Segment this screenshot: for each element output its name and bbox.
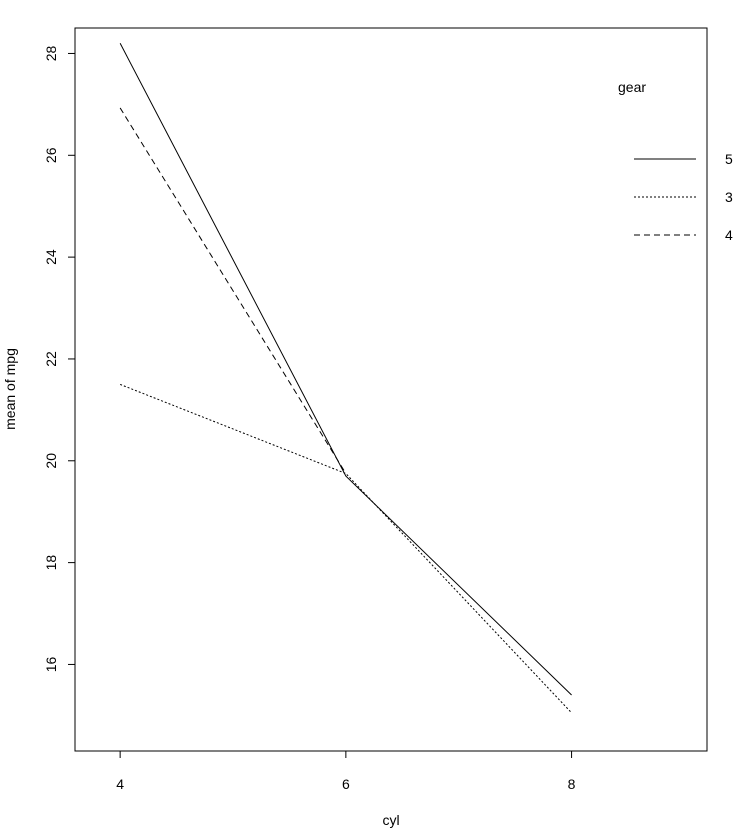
y-tick-label: 26 xyxy=(43,147,59,163)
y-tick-label: 24 xyxy=(43,249,59,265)
legend-label-gear-4: 4 xyxy=(725,227,733,243)
series-lines xyxy=(119,43,572,714)
x-tick-label: 8 xyxy=(568,776,576,792)
series-line-gear-5 xyxy=(119,43,572,696)
legend: gear 5 3 4 xyxy=(618,79,733,243)
y-tick-label: 18 xyxy=(43,555,59,571)
x-tick-label: 6 xyxy=(342,776,350,792)
y-axis: 16 18 20 22 24 26 28 xyxy=(43,45,76,672)
legend-label-gear-5: 5 xyxy=(725,151,733,167)
plot-frame xyxy=(74,27,708,752)
y-tick-label: 16 xyxy=(43,656,59,672)
legend-title: gear xyxy=(618,79,646,95)
legend-label-gear-3: 3 xyxy=(725,189,733,205)
series-line-gear-4 xyxy=(119,107,347,474)
y-axis-title: mean of mpg xyxy=(2,348,18,430)
y-tick-label: 22 xyxy=(43,351,59,367)
x-tick-label: 4 xyxy=(116,776,124,792)
series-line-gear-3 xyxy=(119,383,572,714)
x-axis: 4 6 8 xyxy=(116,750,576,792)
x-axis-title: cyl xyxy=(382,812,399,828)
y-tick-label: 20 xyxy=(43,453,59,469)
y-tick-label: 28 xyxy=(43,45,59,61)
